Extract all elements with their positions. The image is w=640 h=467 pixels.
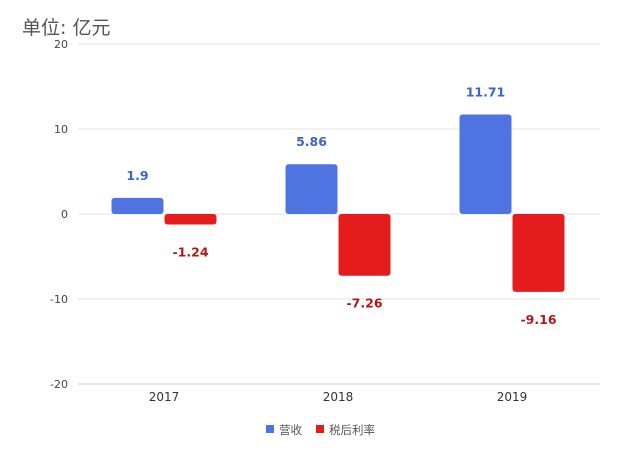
y-tick-label: 20 xyxy=(54,38,68,51)
data-label: -7.26 xyxy=(346,296,382,311)
bar-profit-rate-2017 xyxy=(164,214,217,225)
x-axis: 2017 2018 2019 xyxy=(149,390,528,404)
legend-swatch xyxy=(266,425,274,433)
grid xyxy=(78,43,600,385)
legend-label: 税后利率 xyxy=(329,423,375,437)
y-tick-label: -10 xyxy=(50,293,68,306)
x-tick-label: 2017 xyxy=(149,390,180,404)
unit-label: 单位: 亿元 xyxy=(22,17,110,39)
data-label: 11.71 xyxy=(466,84,506,99)
legend: 营收 税后利率 xyxy=(266,423,375,437)
data-label: 5.86 xyxy=(296,134,327,149)
data-label: -9.16 xyxy=(520,312,556,327)
bar-revenue-2019 xyxy=(459,114,512,214)
y-tick-label: 0 xyxy=(61,208,68,221)
y-axis: -20 -10 0 10 20 xyxy=(50,38,68,391)
y-tick-label: -20 xyxy=(50,378,68,391)
data-labels: 1.9 -1.24 5.86 -7.26 11.71 -9.16 xyxy=(126,84,556,326)
y-tick-label: 10 xyxy=(54,123,68,136)
x-tick-label: 2019 xyxy=(497,390,528,404)
bar-revenue-2018 xyxy=(285,164,338,214)
bar-profit-rate-2019 xyxy=(512,214,565,292)
data-label: 1.9 xyxy=(126,168,148,183)
x-tick-label: 2018 xyxy=(323,390,354,404)
legend-label: 营收 xyxy=(279,423,302,437)
legend-swatch xyxy=(316,425,324,433)
bar-profit-rate-2018 xyxy=(338,214,391,276)
bars xyxy=(111,114,565,292)
bar-revenue-2017 xyxy=(111,197,164,214)
data-label: -1.24 xyxy=(172,245,208,260)
